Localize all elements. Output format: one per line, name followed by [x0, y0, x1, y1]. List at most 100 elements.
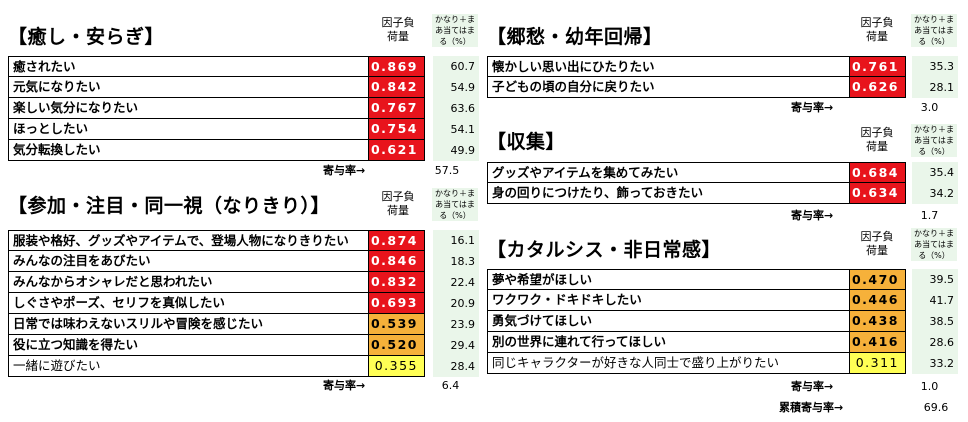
contribution-value: 1.0 — [920, 380, 939, 393]
factor-loading-value: 0.621 — [368, 140, 425, 161]
factor-panel: 【癒し・安らぎ】 因子負 荷量 かなり＋ま あ当てはま る（%） 癒されたい 0.869 60.… — [8, 0, 483, 422]
factor-loading-value: 0.869 — [368, 56, 425, 77]
percent-header: かなり＋ま あ当てはま る（%） — [911, 124, 957, 157]
table-row: ほっとしたい 0.754 54.1 — [8, 119, 483, 140]
percent-header-line: かなり＋ま — [914, 15, 954, 24]
table-row: 勇気づけてほしい 0.438 38.5 — [487, 311, 962, 332]
agree-percent: 23.9 — [433, 314, 479, 335]
contribution-rate: 寄与率→ 3.0 — [791, 101, 938, 115]
agree-percent: 22.4 — [433, 272, 479, 293]
item-label: 一緒に遊びたい — [8, 356, 368, 377]
percent-header: かなり＋まあ当てはまる（%） — [432, 188, 478, 221]
contribution-rate: 寄与率→ 6.4 — [323, 379, 459, 393]
factor-loading-value: 0.832 — [368, 272, 425, 293]
percent-header-line: あ当てはま — [435, 26, 475, 35]
percent-header-line: る（%） — [918, 37, 950, 46]
item-label: 同じキャラクターが好きな人同士で盛り上がりたい — [487, 353, 849, 374]
contribution-label: 寄与率→ — [791, 101, 834, 114]
factor-loading-value: 0.416 — [849, 332, 906, 353]
agree-percent: 28.4 — [433, 356, 479, 377]
factor-loading-header-line: 荷量 — [387, 30, 409, 43]
percent-header-line: る（%） — [918, 251, 950, 260]
contribution-value: 6.4 — [441, 379, 460, 392]
table-row: 子どもの頃の自分に戻りたい 0.626 28.1 — [487, 77, 962, 98]
agree-percent: 20.9 — [433, 293, 479, 314]
percent-header-line: あ当てはま — [914, 26, 954, 35]
percent-header-line: かなり＋ま — [914, 229, 954, 238]
agree-percent: 54.9 — [433, 77, 479, 98]
table-row: 癒されたい 0.869 60.7 — [8, 56, 483, 77]
contribution-label: 寄与率→ — [791, 380, 834, 393]
panel-title: 【収集】 — [487, 131, 566, 153]
item-label: 楽しい気分になりたい — [8, 98, 368, 119]
table-row: 日常では味わえないスリルや冒険を感じたい 0.539 23.9 — [8, 314, 483, 335]
table-row: 身の回りにつけたり、飾っておきたい 0.634 34.2 — [487, 183, 962, 204]
percent-header-line: あ当てはま — [435, 200, 475, 209]
item-label: 身の回りにつけたり、飾っておきたい — [487, 183, 849, 204]
percent-header-line: る（%） — [439, 211, 471, 220]
table-row: 一緒に遊びたい 0.355 28.4 — [8, 356, 483, 377]
factor-loading-value: 0.846 — [368, 251, 425, 272]
table-row: みんなの注目をあびたい 0.846 18.3 — [8, 251, 483, 272]
agree-percent: 29.4 — [433, 335, 479, 356]
table-row: 別の世界に連れて行ってほしい 0.416 28.6 — [487, 332, 962, 353]
item-label: 気分転換したい — [8, 140, 368, 161]
factor-panel: 【カタルシス・非日常感】 因子負 荷量 かなり＋ま あ当てはま る（%） 夢や希望がほしい 0… — [487, 0, 962, 422]
table-row: 元気になりたい 0.842 54.9 — [8, 77, 483, 98]
contribution-value: 3.0 — [920, 101, 939, 114]
item-label: 役に立つ知識を得たい — [8, 335, 368, 356]
table-row: ワクワク・ドキドキしたい 0.446 41.7 — [487, 290, 962, 311]
percent-header: かなり＋まあ当てはまる（%） — [911, 14, 957, 47]
table-row: グッズやアイテムを集めてみたい 0.684 35.4 — [487, 162, 962, 183]
item-label: ほっとしたい — [8, 119, 368, 140]
factor-loading-value: 0.634 — [849, 183, 906, 204]
percent-header-line: かなり＋ま — [435, 15, 475, 24]
agree-percent: 41.7 — [912, 290, 958, 311]
table-row: みんなからオシャレだと思われたい 0.832 22.4 — [8, 272, 483, 293]
factor-loading-header: 因子負 荷量 — [852, 126, 902, 154]
percent-header-line: あ当てはま — [914, 240, 954, 249]
item-label: 子どもの頃の自分に戻りたい — [487, 77, 849, 98]
factor-loading-value: 0.693 — [368, 293, 425, 314]
item-label: しぐさやポーズ、セリフを真似したい — [8, 293, 368, 314]
contribution-rate: 寄与率→ 57.5 — [323, 164, 459, 178]
factor-loading-header-line: 因子負 — [860, 126, 894, 139]
factor-loading-header: 因子負 荷量 — [852, 230, 902, 258]
agree-percent: 38.5 — [912, 311, 958, 332]
table-row: 服装や格好、グッズやアイテムで、登場人物になりきりたい 0.874 16.1 — [8, 230, 483, 251]
cumulative-label: 累積寄与率→ — [779, 401, 844, 414]
table-row: 懐かしい思い出にひたりたい 0.761 35.3 — [487, 56, 962, 77]
percent-header-line: かなり＋ま — [435, 189, 475, 198]
table-row: 気分転換したい 0.621 49.9 — [8, 140, 483, 161]
factor-loading-value: 0.438 — [849, 311, 906, 332]
table-row: しぐさやポーズ、セリフを真似したい 0.693 20.9 — [8, 293, 483, 314]
agree-percent: 63.6 — [433, 98, 479, 119]
panel-title: 【カタルシス・非日常感】 — [487, 239, 722, 261]
item-label: 日常では味わえないスリルや冒険を感じたい — [8, 314, 368, 335]
contribution-rate: 寄与率→ 1.7 — [791, 209, 938, 223]
item-label: みんなの注目をあびたい — [8, 251, 368, 272]
factor-loading-value: 0.842 — [368, 77, 425, 98]
factor-loading-value: 0.684 — [849, 162, 906, 183]
panel-title: 【郷愁・幼年回帰】 — [487, 26, 663, 48]
factor-loading-value: 0.767 — [368, 98, 425, 119]
factor-loading-value: 0.539 — [368, 314, 425, 335]
agree-percent: 28.1 — [912, 77, 958, 98]
item-label: ワクワク・ドキドキしたい — [487, 290, 849, 311]
factor-panel: 【参加・注目・同一視（なりきり）】 因子負 荷量 かなり＋ま あ当てはま る（%） 服装や格… — [8, 0, 483, 422]
contribution-label: 寄与率→ — [791, 209, 834, 222]
contribution-value: 57.5 — [434, 164, 460, 177]
table-row: 役に立つ知識を得たい 0.520 29.4 — [8, 335, 483, 356]
agree-percent: 28.6 — [912, 332, 958, 353]
item-label: 服装や格好、グッズやアイテムで、登場人物になりきりたい — [8, 230, 368, 251]
agree-percent: 54.1 — [433, 119, 479, 140]
factor-loading-header: 因子負 荷量 — [852, 16, 902, 44]
item-label: 夢や希望がほしい — [487, 269, 849, 290]
agree-percent: 34.2 — [912, 183, 958, 204]
contribution-rate: 寄与率→ 1.0 — [791, 380, 938, 394]
percent-header: かなり＋まあ当てはまる（%） — [911, 228, 957, 261]
percent-header-line: かなり＋ま — [914, 125, 954, 134]
agree-percent: 16.1 — [433, 230, 479, 251]
factor-loading-value: 0.761 — [849, 56, 906, 77]
factor-loading-header-line: 因子負 — [381, 190, 415, 203]
